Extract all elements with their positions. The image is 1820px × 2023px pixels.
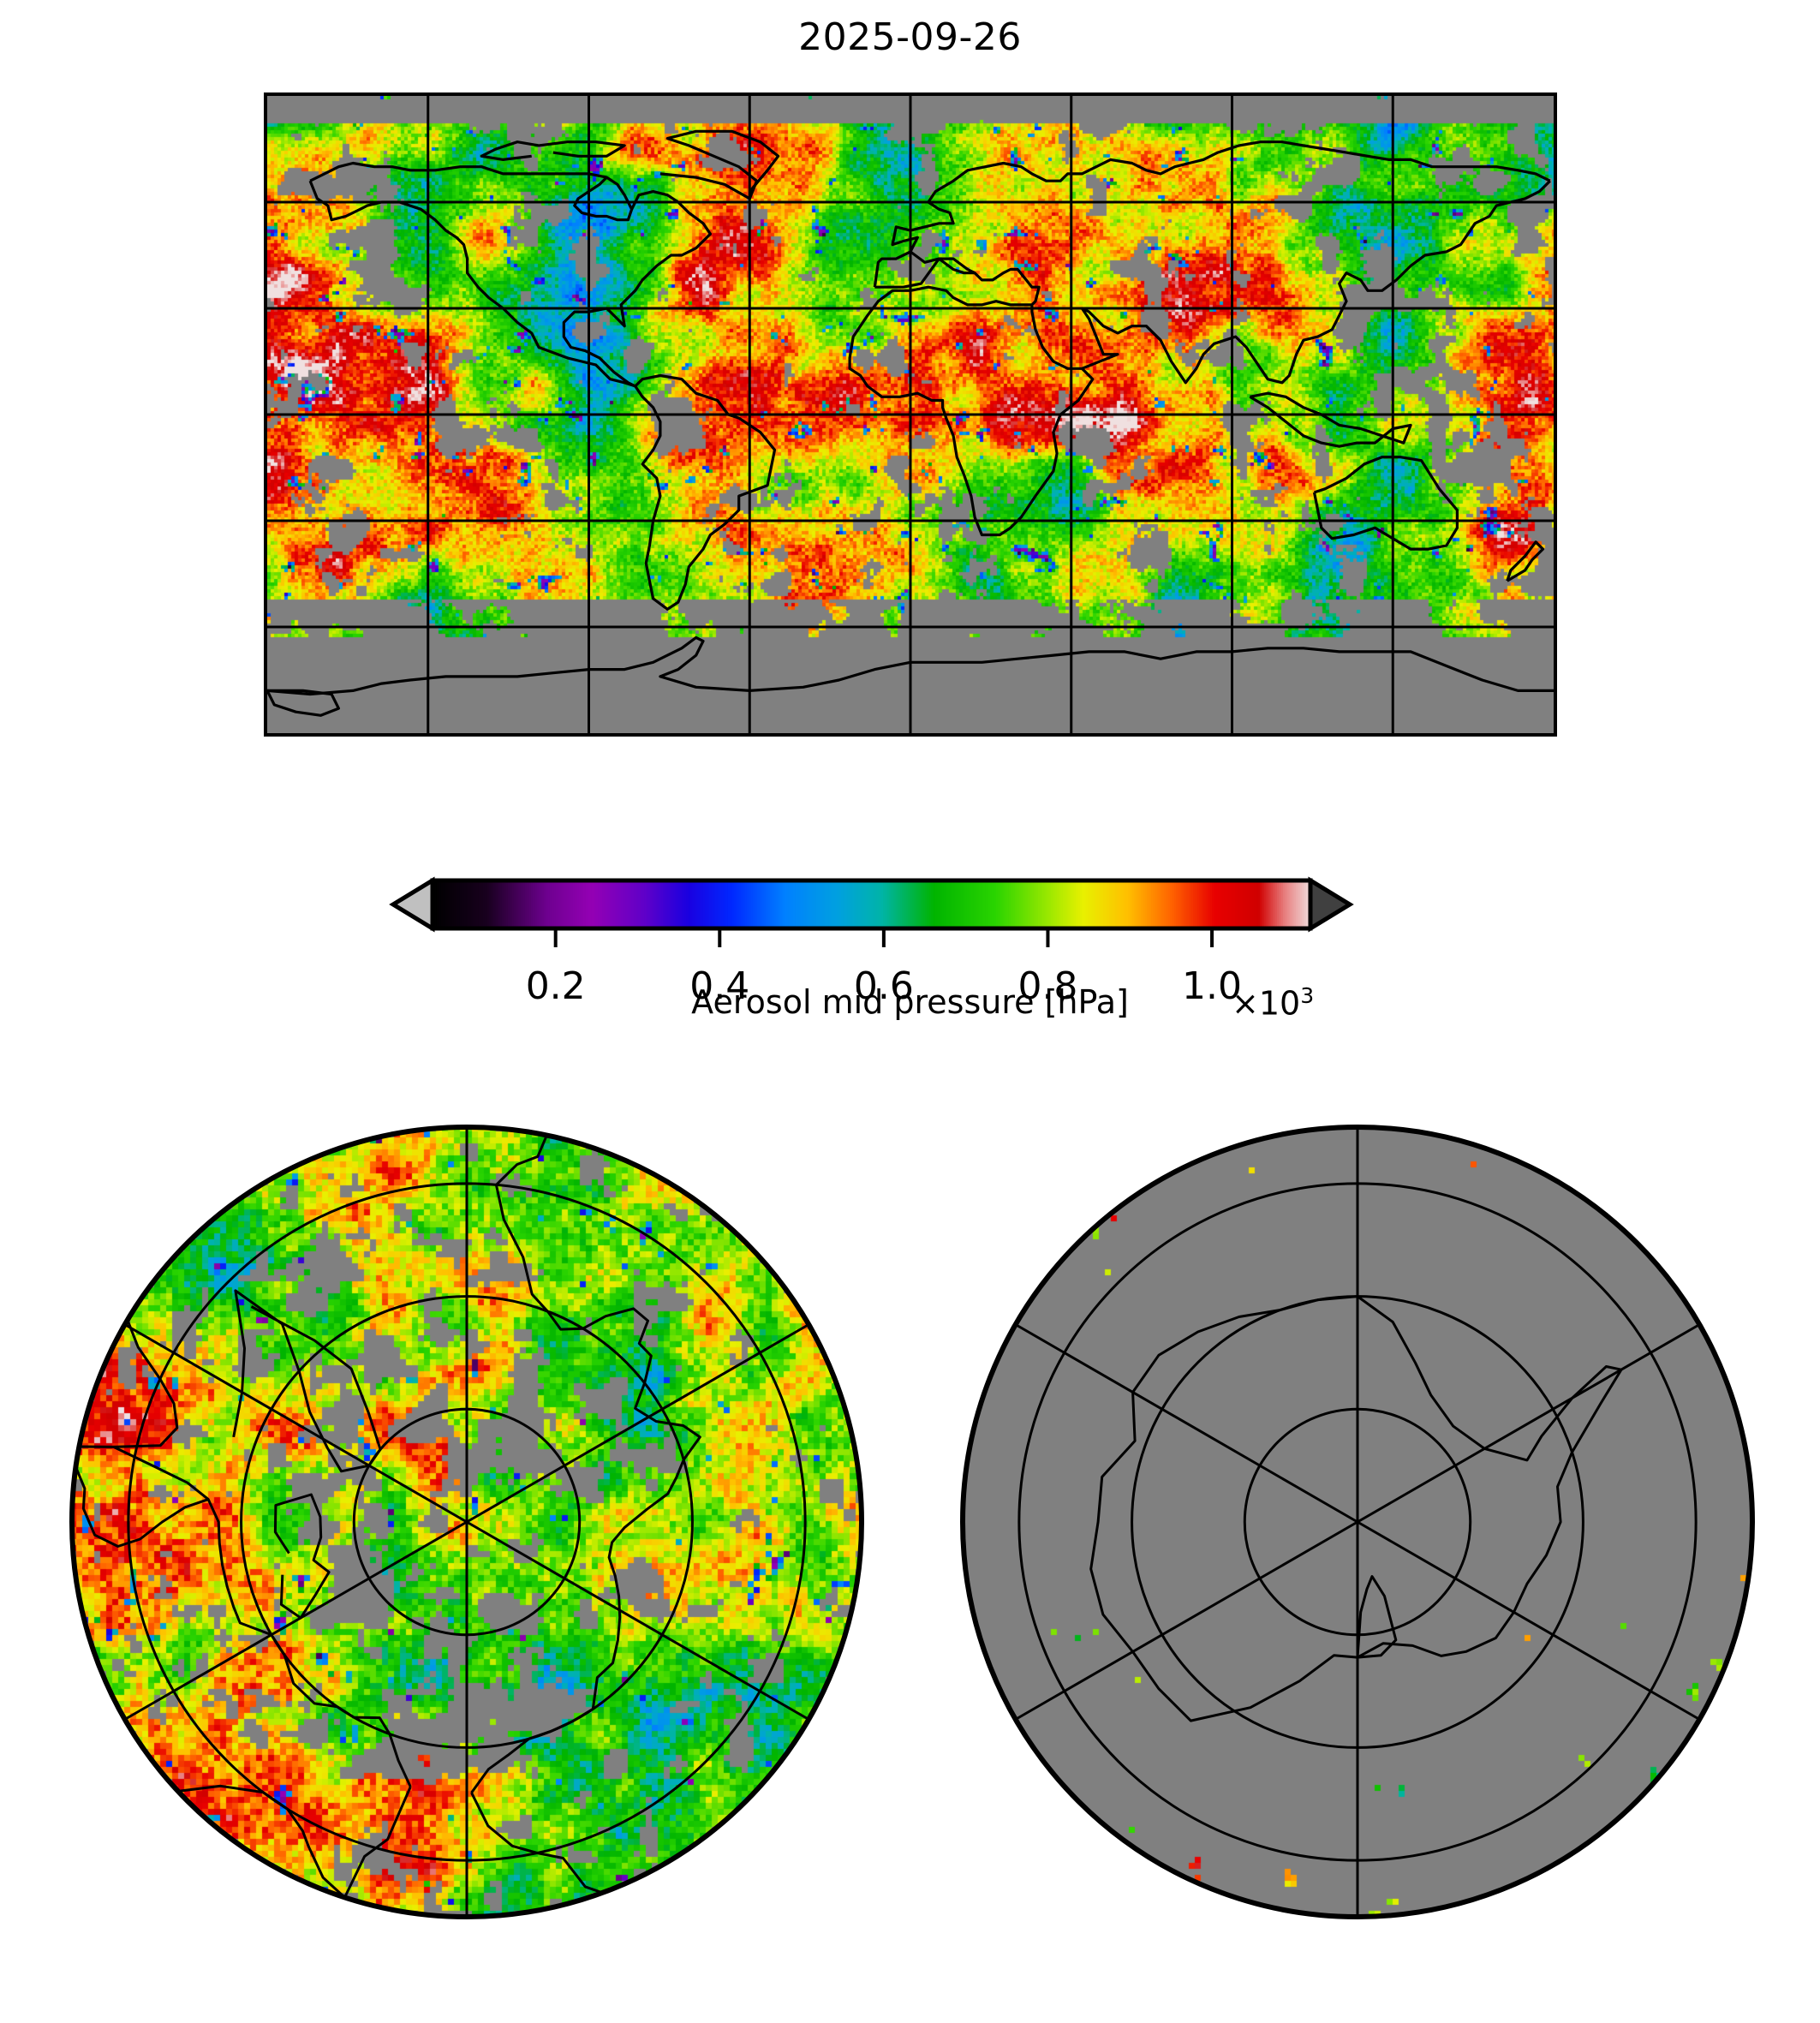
antarctic-polar-panel bbox=[955, 1119, 1760, 1925]
antarctic-coastline-overlay bbox=[960, 1125, 1755, 1919]
colorbar-tick-label: 0.4 bbox=[689, 964, 749, 1008]
arctic-coastline-overlay bbox=[69, 1125, 864, 1919]
colorbar-tick-label: 0.2 bbox=[526, 964, 586, 1008]
global-map-panel bbox=[264, 92, 1557, 737]
colorbar-offset-text: ×103 bbox=[1232, 983, 1314, 1023]
colorbar-offset-mantissa: ×10 bbox=[1232, 984, 1301, 1023]
colorbar-tick-label: 0.8 bbox=[1017, 964, 1077, 1008]
colorbar-axis: 0.2 0.4 0.6 0.8 1.0 bbox=[389, 876, 1354, 1008]
arctic-polar-panel bbox=[64, 1119, 869, 1925]
colorbar: 0.2 0.4 0.6 0.8 1.0 bbox=[0, 865, 1820, 1045]
colorbar-tick-label: 1.0 bbox=[1182, 964, 1242, 1008]
colorbar-label: Aerosol mid pressure [hPa] bbox=[691, 983, 1129, 1021]
colorbar-tick-label: 0.6 bbox=[854, 964, 914, 1008]
global-map-coastline-overlay bbox=[267, 96, 1554, 733]
page-title: 2025-09-26 bbox=[798, 15, 1022, 59]
colorbar-offset-exponent: 3 bbox=[1300, 983, 1315, 1008]
